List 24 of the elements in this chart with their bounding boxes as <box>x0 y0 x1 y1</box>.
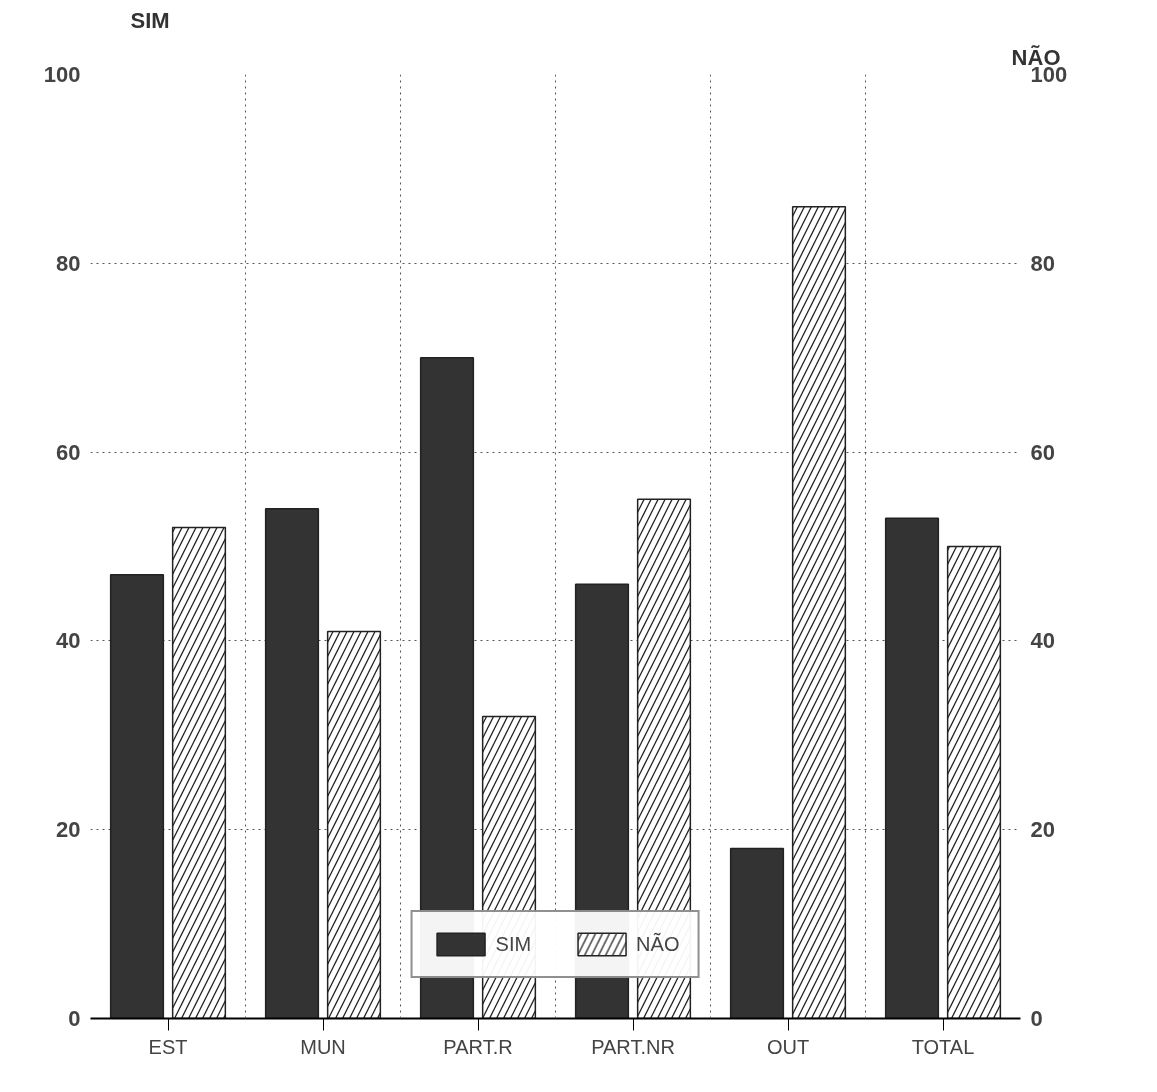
bar <box>264 507 320 1019</box>
x-tick-label: PART.R <box>443 1035 513 1058</box>
y-tick-label: 100 <box>43 62 81 87</box>
bar <box>729 847 785 1019</box>
legend-label: SIM <box>495 932 532 956</box>
y-axis-title: SIM <box>130 7 170 33</box>
x-tick-label: EST <box>148 1035 188 1058</box>
y2-tick-label: 20 <box>1030 817 1055 843</box>
y-tick-label: 20 <box>56 817 81 843</box>
bar <box>109 574 165 1019</box>
y2-tick-label: 80 <box>1030 250 1055 276</box>
y-tick-label: 0 <box>68 1006 81 1031</box>
y-tick-label: 80 <box>56 250 81 276</box>
x-tick-label: MUN <box>300 1035 346 1058</box>
x-tick-label: TOTAL <box>911 1035 975 1058</box>
y2-tick-label: 40 <box>1030 628 1055 654</box>
x-tick-label: PART.NR <box>591 1035 675 1058</box>
y2-tick-label: 0 <box>1030 1006 1043 1031</box>
bar <box>884 517 940 1019</box>
y2-tick-label: 60 <box>1030 439 1055 465</box>
x-tick-label: OUT <box>766 1035 810 1058</box>
y-tick-label: 60 <box>56 439 81 465</box>
legend-label: NÃO <box>636 932 680 956</box>
y-tick-label: 40 <box>56 628 81 654</box>
